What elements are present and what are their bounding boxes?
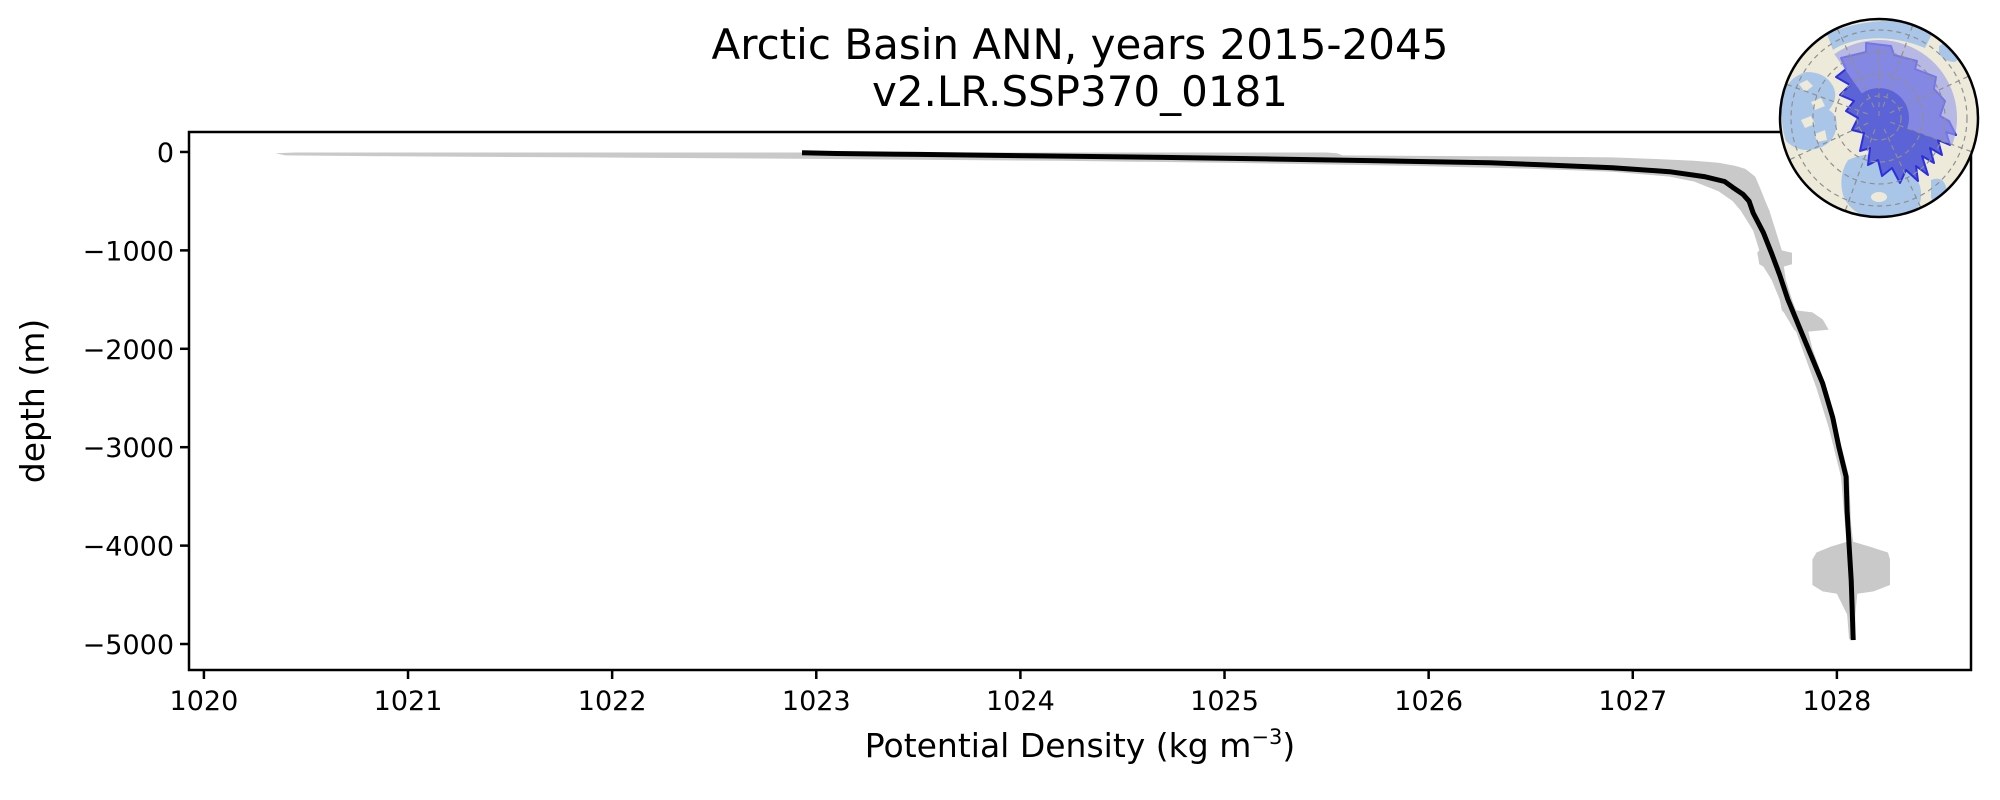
mean-profile-line	[801, 150, 1856, 641]
arctic-map-inset	[1778, 17, 1980, 219]
x-tick-label: 1026	[1394, 686, 1463, 717]
x-tick-label: 1027	[1598, 686, 1667, 717]
plot-title: Arctic Basin ANN, years 2015-2045	[712, 20, 1449, 69]
envelope-shading	[275, 152, 1890, 640]
plot-frame	[187, 130, 1973, 672]
y-tick-label: −3000	[83, 433, 174, 464]
y-tick-label: 0	[157, 138, 174, 169]
x-tick-label: 1020	[170, 686, 239, 717]
y-tick-label: −4000	[83, 532, 174, 563]
curves	[275, 150, 1890, 641]
x-tick-label: 1022	[578, 686, 647, 717]
globe-border	[1778, 17, 1980, 219]
region-overlay-sector	[1834, 40, 1958, 145]
y-tick-label: −1000	[83, 236, 174, 267]
x-tick-label: 1023	[782, 686, 851, 717]
y-tick-label: −5000	[83, 630, 174, 661]
plot-subtitle: v2.LR.SSP370_0181	[872, 67, 1288, 116]
y-tick-label: −2000	[83, 335, 174, 366]
x-tick-label: 1028	[1803, 686, 1872, 717]
x-axis-label: Potential Density (kg m−3)	[865, 725, 1295, 765]
y-axis-label: depth (m)	[13, 319, 52, 483]
x-tick-label: 1024	[986, 686, 1055, 717]
superscript-exponent: −3	[1251, 725, 1282, 749]
axes-frame: 1020 1021 1022 1023 1024 1025 1026 1027 1028 0 −10…	[83, 130, 1973, 717]
x-tick-label: 1021	[374, 686, 443, 717]
x-tick-label: 1025	[1190, 686, 1259, 717]
graticule	[1786, 25, 1972, 211]
